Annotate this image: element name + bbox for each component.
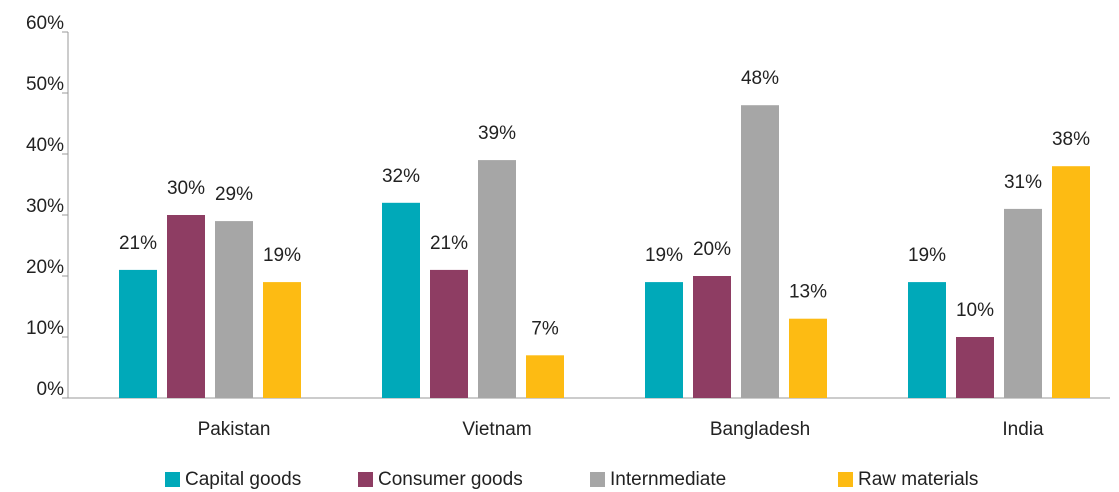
bar [693,276,731,398]
y-tick-label: 40% [26,135,64,156]
legend-swatch [590,472,605,487]
data-label: 20% [693,239,731,260]
bar [908,282,946,398]
y-tick-label: 60% [26,13,64,34]
y-tick-label: 20% [26,257,64,278]
y-tick-label: 30% [26,196,64,217]
bar [789,318,827,398]
bar [1004,208,1042,398]
data-label: 19% [908,245,946,266]
data-label: 39% [478,123,516,144]
bar [167,215,205,398]
bar [478,160,516,398]
data-label: 13% [789,282,827,303]
data-label: 38% [1052,129,1090,150]
bar [215,221,253,398]
data-label: 19% [263,245,301,266]
legend-swatch [838,472,853,487]
data-label: 21% [430,233,468,254]
data-label: 21% [119,233,157,254]
data-label: 30% [167,178,205,199]
legend-label: Internmediate [610,469,726,490]
legend-label: Consumer goods [378,469,523,490]
bar [263,282,301,398]
bar [741,105,779,398]
bar [645,282,683,398]
data-label: 7% [531,318,559,339]
data-label: 32% [382,166,420,187]
legend-swatch [165,472,180,487]
y-tick-label: 10% [26,318,64,339]
y-tick-label: 0% [37,379,65,400]
legend-label: Capital goods [185,469,301,490]
bar [382,202,420,398]
bar [119,269,157,398]
bar [956,337,994,398]
bar [430,269,468,398]
bar [1052,166,1090,398]
x-tick-label: Bangladesh [710,419,810,440]
bar [526,355,564,398]
x-tick-label: India [1002,419,1044,440]
data-label: 19% [645,245,683,266]
legend-swatch [358,472,373,487]
x-tick-label: Pakistan [198,419,271,440]
data-label: 48% [741,68,779,89]
data-label: 29% [215,184,253,205]
y-tick-label: 50% [26,74,64,95]
legend-label: Raw materials [858,469,978,490]
data-label: 31% [1004,172,1042,193]
x-tick-label: Vietnam [462,419,531,440]
data-label: 10% [956,300,994,321]
